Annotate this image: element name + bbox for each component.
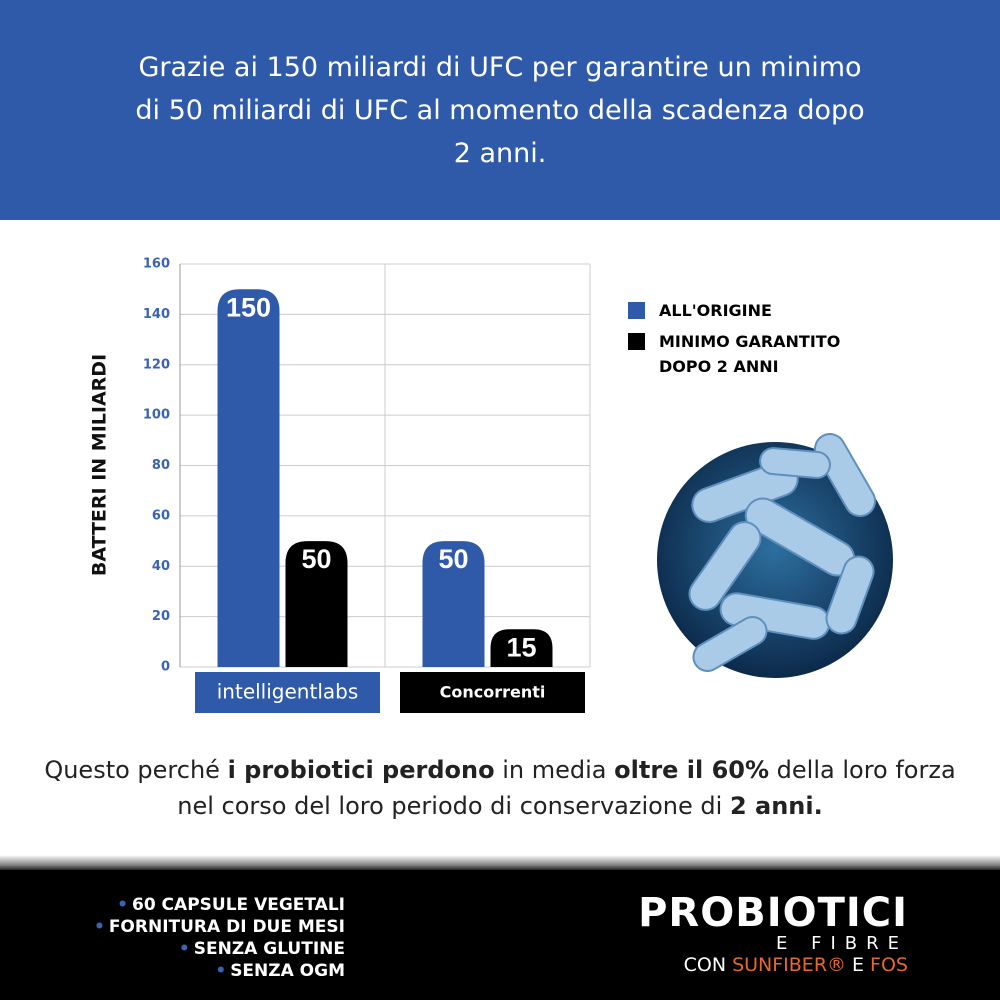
y-tick-label: 0 (161, 660, 170, 675)
note-text: della loro forza nel corso del loro peri… (177, 756, 956, 820)
bullet: • (215, 961, 227, 981)
feature-list: • 60 CAPSULE VEGETALI • FORNITURA DI DUE ME… (94, 894, 345, 982)
note-text: Questo perché (44, 756, 228, 784)
header-text: Grazie ai 150 miliardi di UFC per garant… (135, 51, 865, 169)
note-bold: i probiotici perdono (227, 756, 495, 784)
y-tick-label: 120 (143, 357, 170, 372)
y-tick-label: 100 (143, 408, 170, 423)
note-text: in media (494, 756, 615, 784)
bullet: • (178, 939, 190, 959)
legend: ALL'ORIGINE MINIMO GARANTITO DOPO 2 ANNI (628, 298, 888, 385)
tagline-part: SUNFIBER® (732, 954, 847, 976)
feature-text: SENZA GLUTINE (193, 939, 345, 959)
tagline-part: CON (683, 954, 727, 976)
divider (0, 855, 1000, 871)
x-tick-label: intelligentlabs (217, 680, 359, 704)
brand-title: PROBIOTICI (638, 890, 908, 936)
value-label: 50 (301, 544, 331, 574)
bullet: • (93, 917, 105, 937)
bacteria-image (657, 433, 893, 678)
feature-item: • SENZA OGM (94, 960, 345, 982)
footnote: Questo perché i probiotici perdono in me… (40, 752, 960, 824)
bar (422, 541, 485, 667)
bar (285, 541, 348, 667)
brand-subtitle: E FIBRE (776, 933, 908, 954)
feature-text: SENZA OGM (230, 961, 345, 981)
chart: BATTERI IN MILIARDI 0 20 40 60 80 100 120 140 16… (89, 257, 893, 713)
bullet: • (117, 895, 128, 915)
y-tick-label: 20 (152, 609, 170, 624)
brand: PROBIOTICI E FIBRE CON SUNFIBER® E FOS (638, 892, 908, 976)
tagline-part: E (852, 954, 865, 976)
y-tick-label: 40 (152, 559, 170, 574)
tagline-part: FOS (870, 954, 908, 976)
bar (490, 629, 553, 667)
brand-tagline: CON SUNFIBER® E FOS (638, 954, 908, 976)
category-box (195, 672, 380, 713)
legend-label: MINIMO GARANTITO DOPO 2 ANNI (659, 332, 841, 376)
y-tick-label: 80 (152, 458, 170, 473)
category-box (400, 672, 585, 713)
value-label: 15 (506, 632, 536, 662)
feature-item: • FORNITURA DI DUE MESI (94, 916, 345, 938)
y-axis-title: BATTERI IN MILIARDI (89, 354, 111, 576)
bar (217, 289, 280, 667)
feature-text: 60 CAPSULE VEGETALI (131, 895, 345, 915)
feature-item: • SENZA GLUTINE (94, 938, 345, 960)
y-tick-label: 140 (143, 307, 170, 322)
legend-item: MINIMO GARANTITO DOPO 2 ANNI (628, 329, 888, 379)
y-tick-label: 60 (152, 508, 170, 523)
note-bold: 2 anni. (729, 792, 823, 820)
y-tick-label: 160 (143, 257, 170, 272)
feature-text: FORNITURA DI DUE MESI (108, 917, 345, 937)
header: Grazie ai 150 miliardi di UFC per garant… (0, 0, 1000, 220)
legend-label: ALL'ORIGINE (659, 301, 772, 320)
value-label: 150 (226, 292, 271, 322)
legend-item: ALL'ORIGINE (628, 298, 888, 323)
feature-item: • 60 CAPSULE VEGETALI (94, 894, 345, 916)
note-bold: oltre il 60% (614, 756, 770, 784)
footer: • 60 CAPSULE VEGETALI • FORNITURA DI DUE ME… (0, 870, 1000, 1000)
value-label: 50 (438, 544, 468, 574)
legend-swatch (628, 333, 645, 350)
legend-swatch (628, 302, 645, 319)
x-tick-label: Concorrenti (440, 683, 546, 702)
